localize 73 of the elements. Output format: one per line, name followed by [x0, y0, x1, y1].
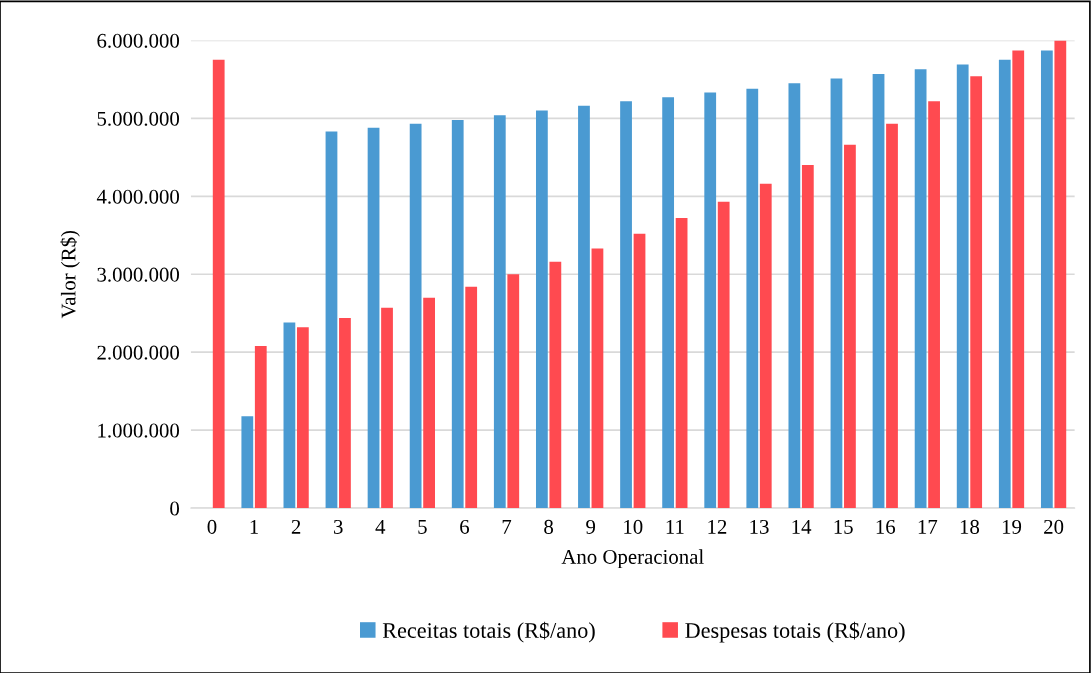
- legend-label: Receitas totais (R$/ano): [382, 621, 595, 643]
- bar: [970, 76, 983, 509]
- bar: [886, 123, 898, 509]
- bar: [1054, 40, 1067, 509]
- x-tick-label: 15: [834, 519, 853, 534]
- bar: [633, 233, 646, 509]
- bar: [296, 327, 309, 509]
- y-tick-label: 4.000.000: [96, 189, 180, 204]
- legend-label: Despesas totais (R$/ano): [685, 621, 905, 643]
- bar: [423, 297, 435, 509]
- bar: [830, 78, 843, 509]
- x-tick-label: 20: [1044, 519, 1064, 534]
- bar: [549, 261, 562, 509]
- y-tick-label: 5.000.000: [97, 111, 180, 126]
- bar: [339, 317, 351, 509]
- bar: [1012, 50, 1025, 509]
- bar: [662, 97, 675, 509]
- bar: [998, 59, 1011, 509]
- y-tick-label: 0: [170, 501, 180, 516]
- x-tick-label: 16: [876, 519, 896, 534]
- bar: [507, 274, 520, 509]
- bar: [914, 69, 927, 509]
- x-tick-label: 0: [207, 519, 217, 534]
- x-tick-label: 3: [334, 519, 343, 534]
- bar: [254, 345, 267, 509]
- x-tick-label: 7: [502, 520, 512, 534]
- bar: [325, 131, 338, 509]
- x-tick-label: 10: [624, 519, 643, 534]
- bar: [759, 183, 772, 509]
- x-tick-label: 18: [960, 519, 980, 534]
- bar: [788, 83, 801, 509]
- x-tick-label: 12: [708, 519, 727, 534]
- bar: [283, 322, 296, 509]
- x-tick-label: 9: [586, 519, 596, 534]
- bar: [535, 110, 548, 509]
- bar: [212, 59, 225, 509]
- y-tick-label: 1.000.000: [98, 423, 180, 438]
- x-tick-label: 14: [792, 519, 812, 534]
- bar: [591, 248, 604, 509]
- bar: [451, 119, 464, 509]
- x-tick-label: 13: [750, 519, 769, 534]
- bar: [493, 115, 506, 509]
- x-tick-label: 2: [291, 519, 301, 534]
- bar: [381, 307, 393, 509]
- bar: [872, 73, 885, 509]
- bar: [620, 101, 632, 509]
- x-tick-label: 19: [1002, 519, 1022, 534]
- y-tick-label: 2.000.000: [97, 345, 180, 360]
- x-tick-label: 11: [666, 519, 684, 534]
- bar: [241, 416, 254, 509]
- bar: [578, 105, 590, 509]
- x-tick-label: 6: [460, 519, 470, 534]
- bar: [746, 88, 759, 509]
- x-tick-label: 1: [250, 519, 259, 534]
- bar: [704, 92, 717, 509]
- bar: [801, 165, 814, 509]
- bar: [1040, 50, 1053, 509]
- x-tick-label: 5: [418, 520, 427, 534]
- x-tick-label: 4: [375, 519, 386, 534]
- bar: [717, 201, 730, 509]
- x-tick-label: 17: [918, 519, 938, 534]
- bar: [928, 101, 940, 509]
- bar: [367, 127, 380, 509]
- x-axis-title: Ano Operacional: [561, 549, 704, 569]
- bar: [956, 64, 969, 509]
- bar: [844, 144, 856, 509]
- bar: [675, 218, 688, 509]
- y-axis-title: Valor (R$): [60, 230, 80, 319]
- bar: [409, 123, 422, 509]
- y-tick-label: 6.000.000: [97, 33, 180, 48]
- bar: [465, 286, 478, 509]
- y-tick-label: 3.000.000: [97, 267, 180, 282]
- x-tick-label: 8: [544, 519, 554, 534]
